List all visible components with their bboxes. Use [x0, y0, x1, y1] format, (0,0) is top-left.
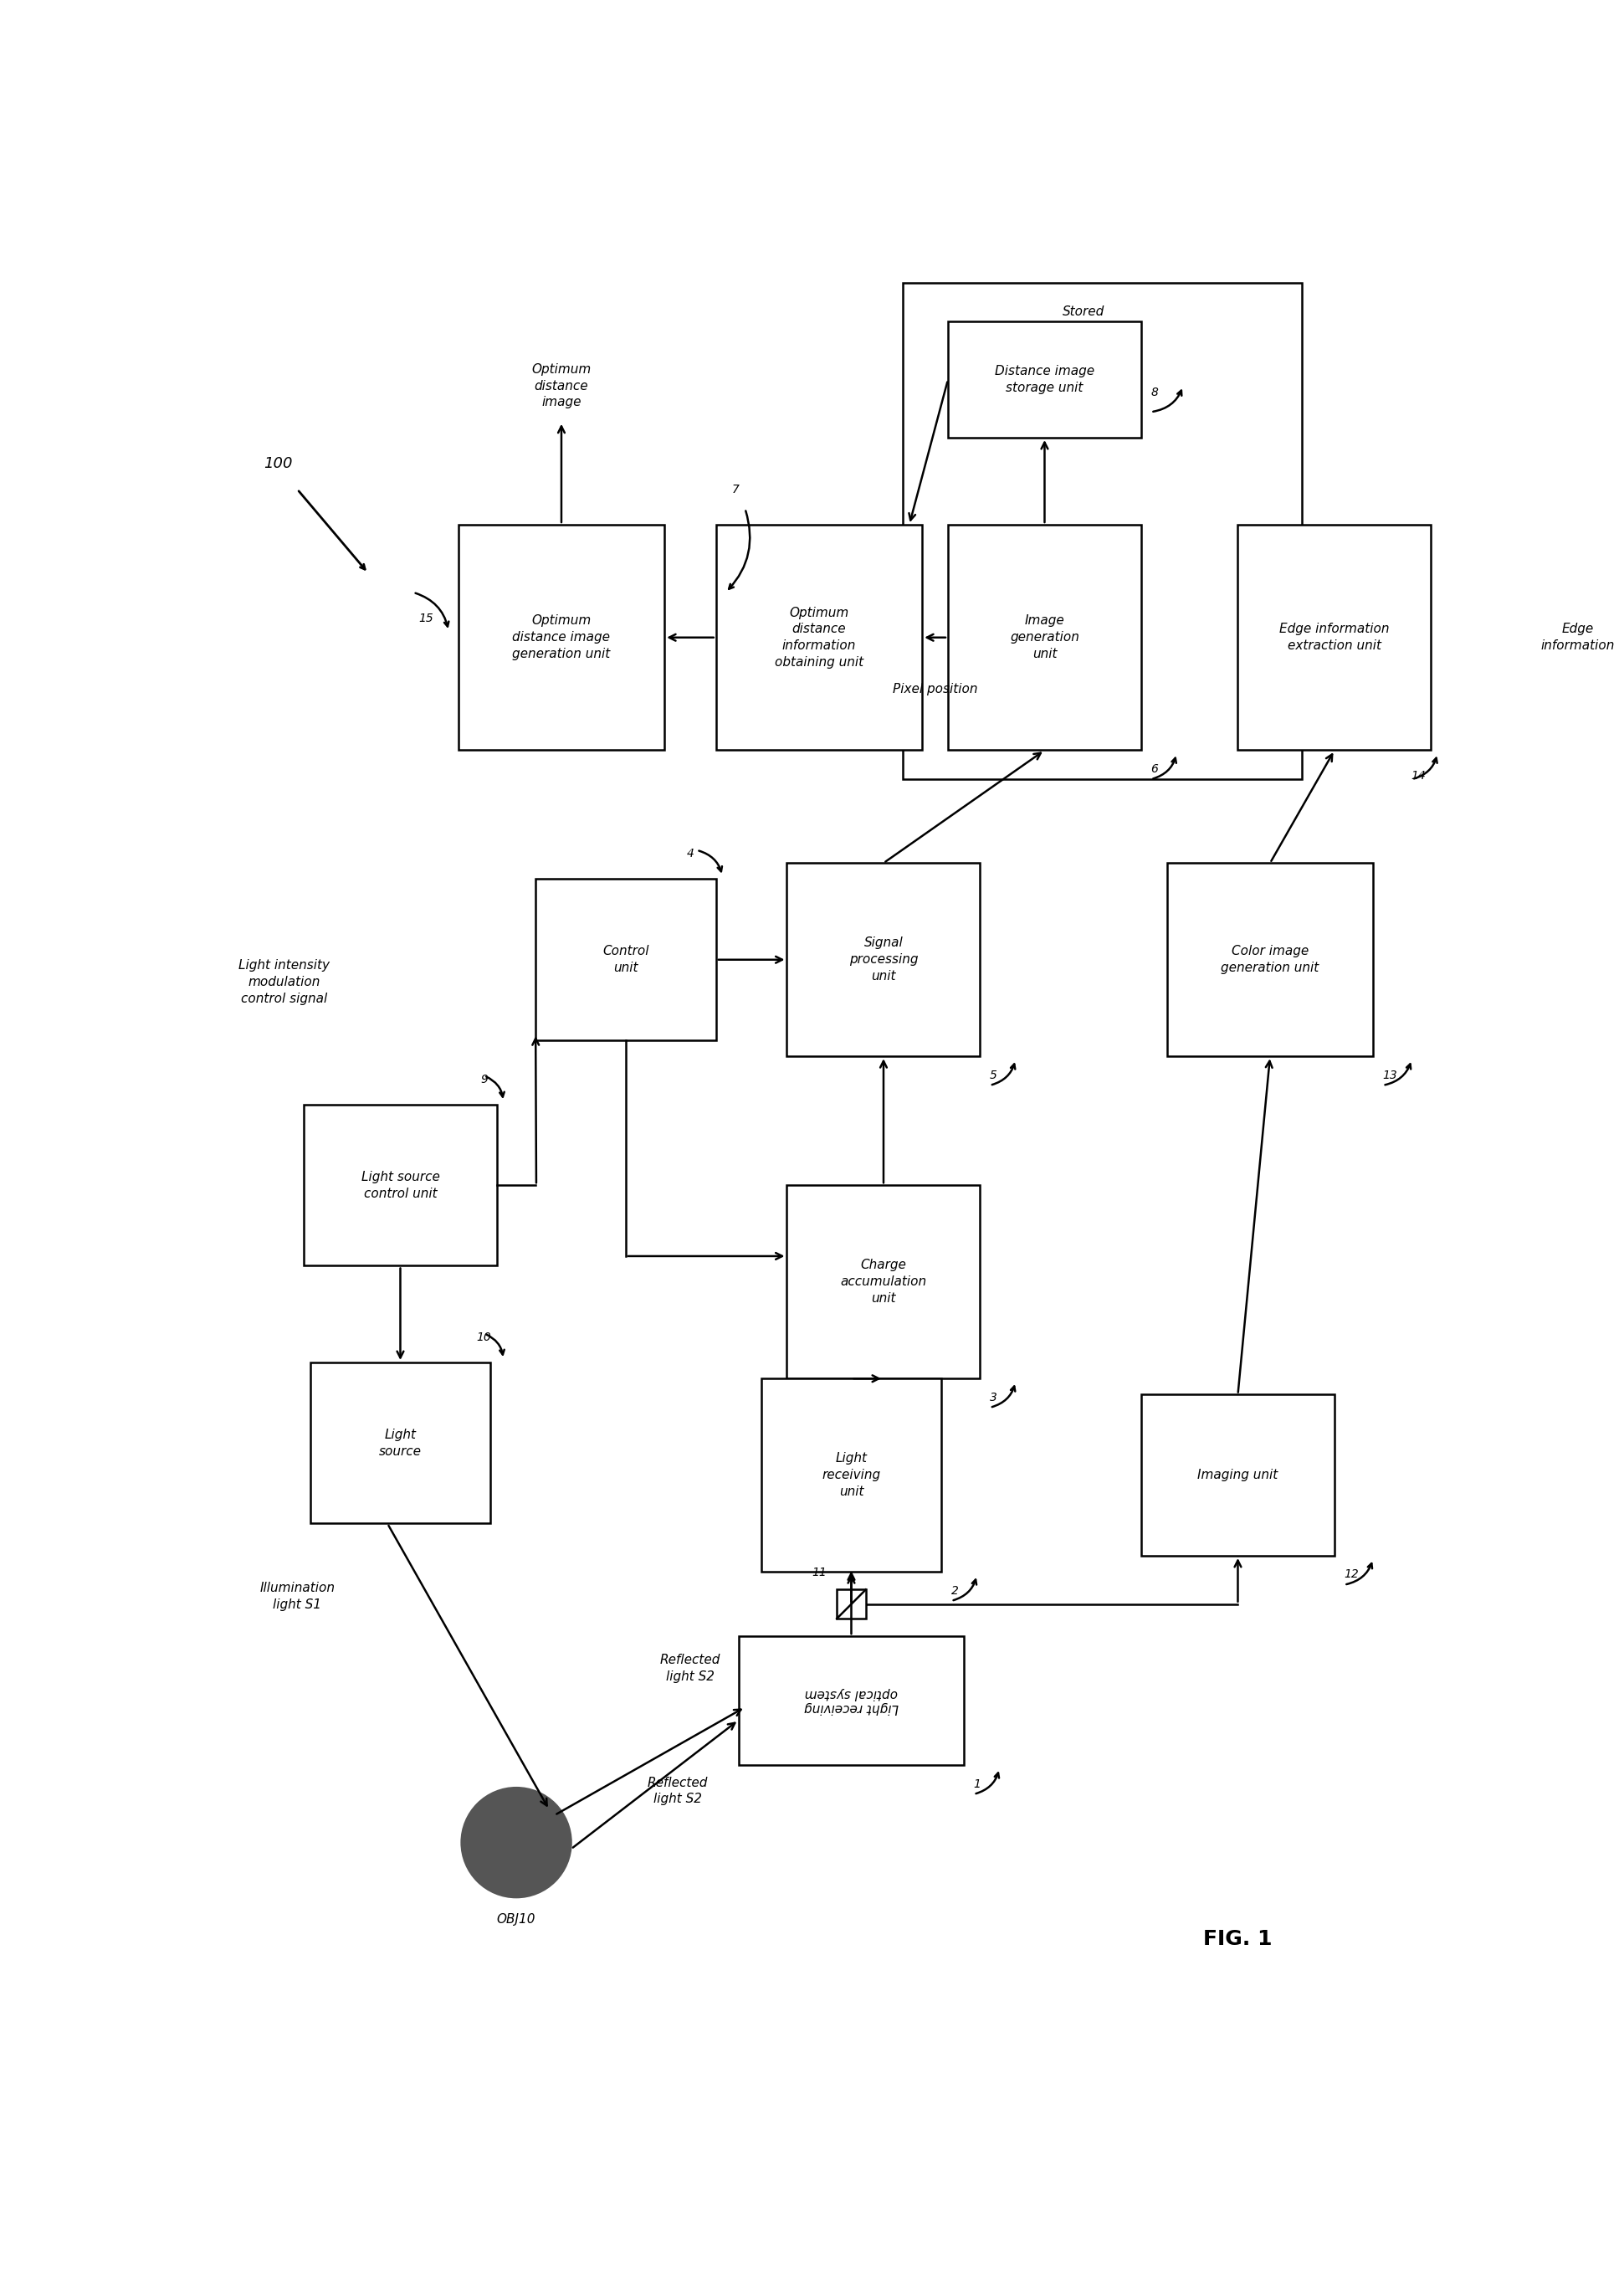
Text: Optimum
distance
information
obtaining unit: Optimum distance information obtaining u…	[775, 607, 864, 668]
Text: Light intensity
modulation
control signal: Light intensity modulation control signa…	[239, 959, 330, 1005]
Text: 15: 15	[419, 611, 434, 625]
Text: 7: 7	[732, 484, 739, 496]
Text: Light
receiving
unit: Light receiving unit	[822, 1452, 880, 1498]
Bar	[304, 1105, 497, 1266]
Text: Optimum
distance image
generation unit: Optimum distance image generation unit	[512, 614, 611, 661]
Text: 8: 8	[1151, 386, 1158, 398]
Circle shape	[461, 1789, 572, 1898]
Bar	[310, 1362, 490, 1523]
Bar	[1168, 864, 1374, 1057]
Text: Reflected
light S2: Reflected light S2	[659, 1655, 721, 1682]
Text: Control
unit: Control unit	[603, 946, 650, 975]
Text: 14: 14	[1411, 771, 1426, 782]
Bar	[948, 323, 1142, 439]
Bar	[1142, 1396, 1335, 1555]
Text: Light receiving
optical system: Light receiving optical system	[804, 1687, 898, 1714]
Bar	[1237, 525, 1431, 750]
Bar	[788, 864, 981, 1057]
Text: Optimum
distance
image: Optimum distance image	[531, 364, 591, 409]
Text: Edge information
extraction unit: Edge information extraction unit	[1280, 623, 1390, 652]
Text: Reflected
light S2: Reflected light S2	[646, 1777, 708, 1805]
Bar	[739, 1637, 965, 1766]
Bar	[903, 284, 1302, 780]
Text: 5: 5	[989, 1068, 997, 1082]
Bar	[836, 1589, 866, 1618]
Text: Distance image
storage unit: Distance image storage unit	[996, 366, 1095, 393]
Bar	[788, 1184, 981, 1377]
Text: 100: 100	[263, 457, 292, 471]
Text: Signal
processing
unit: Signal processing unit	[849, 936, 918, 982]
Text: Charge
accumulation
unit: Charge accumulation unit	[840, 1259, 927, 1305]
Text: 13: 13	[1382, 1068, 1398, 1082]
Text: 4: 4	[687, 848, 693, 859]
Text: Stored
distance
data: Stored distance data	[1056, 305, 1111, 352]
Text: 12: 12	[1345, 1568, 1359, 1580]
Text: 9: 9	[481, 1073, 487, 1086]
Text: 10: 10	[477, 1332, 492, 1343]
Text: FIG. 1: FIG. 1	[1203, 1930, 1272, 1950]
Text: 11: 11	[812, 1566, 827, 1577]
Bar	[948, 525, 1142, 750]
Text: Illumination
light S1: Illumination light S1	[260, 1582, 335, 1612]
Text: Imaging unit: Imaging unit	[1197, 1468, 1278, 1482]
Bar	[716, 525, 922, 750]
Bar	[536, 880, 716, 1041]
Text: Light
source: Light source	[378, 1427, 422, 1457]
Bar	[762, 1377, 942, 1573]
Text: OBJ10: OBJ10	[497, 1914, 536, 1925]
Text: Image
generation
unit: Image generation unit	[1010, 614, 1080, 661]
Bar	[458, 525, 664, 750]
Text: 6: 6	[1151, 764, 1158, 775]
Text: 1: 1	[974, 1777, 981, 1789]
Text: Edge
information: Edge information	[1541, 623, 1614, 652]
Text: 3: 3	[989, 1391, 997, 1402]
Text: Light source
control unit: Light source control unit	[361, 1171, 440, 1200]
Text: Pixel position: Pixel position	[893, 682, 978, 696]
Text: Color image
generation unit: Color image generation unit	[1221, 946, 1319, 975]
Text: 2: 2	[952, 1584, 958, 1596]
